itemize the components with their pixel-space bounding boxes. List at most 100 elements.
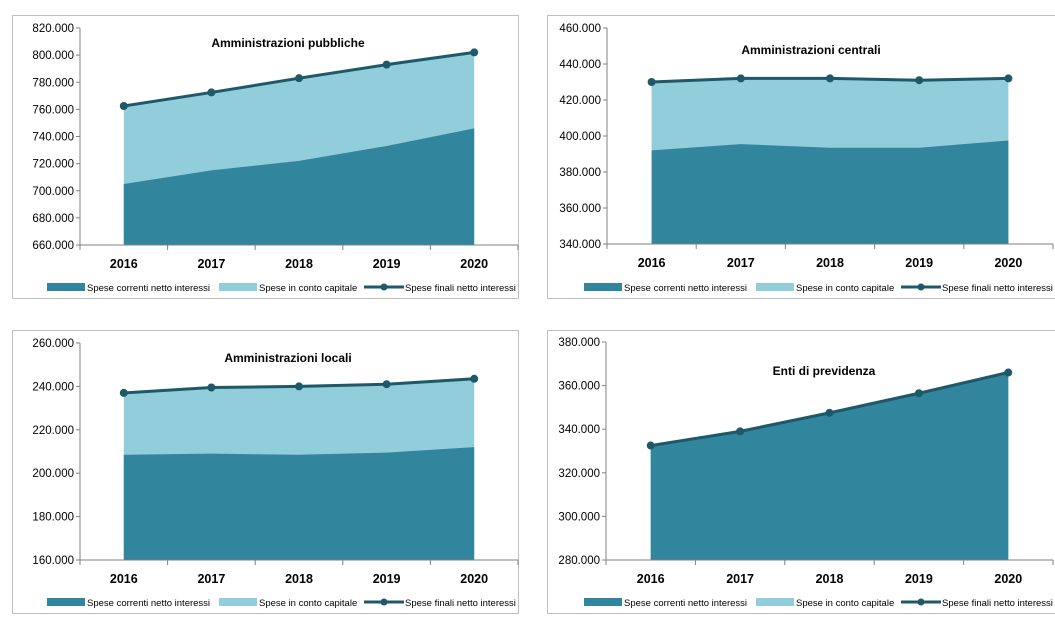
marker-spese-finali-netto-interessi (648, 78, 656, 86)
marker-spese-finali-netto-interessi (647, 442, 655, 450)
y-tick-label: 240.000 (32, 381, 74, 393)
x-tick-label: 2016 (110, 257, 138, 271)
x-tick-label: 2018 (285, 257, 313, 271)
chart-panel-amministrazioni-centrali: 340.000 360.000 380.000 400.000 420.000 440.0… (547, 15, 1055, 299)
x-tick-label: 2019 (373, 257, 401, 271)
legend-swatch-capitale (756, 598, 794, 606)
y-tick-label: 160.000 (32, 555, 74, 567)
chart-title: Amministrazioni pubbliche (211, 36, 365, 50)
marker-spese-finali-netto-interessi (1004, 74, 1012, 82)
y-tick-label: 780.000 (32, 77, 74, 89)
y-tick-label: 360.000 (558, 381, 600, 393)
legend-label-correnti: Spese correnti netto interessi (87, 598, 210, 609)
marker-spese-finali-netto-interessi (915, 389, 923, 397)
marker-spese-finali-netto-interessi (470, 375, 478, 383)
legend-swatch-capitale (219, 283, 257, 291)
marker-spese-finali-netto-interessi (826, 74, 834, 82)
x-tick-label: 2018 (816, 572, 844, 586)
x-tick-label: 2020 (460, 572, 488, 586)
y-tick-label: 300.000 (558, 511, 600, 523)
legend-swatch-correnti (584, 283, 622, 291)
y-tick-label: 680.000 (32, 213, 74, 225)
legend-swatch-correnti (47, 283, 85, 291)
legend-marker-finali (918, 284, 925, 291)
chart-panel-enti-di-previdenza: 280.000 300.000 320.000 340.000 360.000 380.0… (547, 330, 1055, 614)
x-tick-label: 2019 (373, 572, 401, 586)
y-tick-label: 320.000 (558, 468, 600, 480)
legend-label-finali: Spese finali netto interessi (942, 283, 1053, 294)
x-tick-label: 2017 (727, 256, 755, 270)
chart-svg: 280.000 300.000 320.000 340.000 360.000 380.0… (548, 331, 1055, 615)
area-spese-correnti-netto-interessi (651, 373, 1009, 560)
x-tick-label: 2020 (994, 572, 1022, 586)
area-spese-correnti-netto-interessi (652, 141, 1009, 245)
y-tick-label: 660.000 (32, 240, 74, 252)
marker-spese-finali-netto-interessi (207, 383, 215, 391)
legend-label-capitale: Spese in conto capitale (259, 598, 357, 609)
y-tick-label: 800.000 (32, 50, 74, 62)
legend-label-capitale: Spese in conto capitale (796, 598, 894, 609)
marker-spese-finali-netto-interessi (207, 88, 215, 96)
chart-svg: 660.000 680.000 700.000 720.000 740.000 760.0… (13, 16, 520, 300)
area-spese-correnti-netto-interessi (124, 447, 474, 560)
legend-label-capitale: Spese in conto capitale (259, 283, 357, 294)
y-tick-label: 380.000 (558, 337, 600, 349)
y-tick-label: 740.000 (32, 132, 74, 144)
marker-spese-finali-netto-interessi (383, 380, 391, 388)
legend-label-correnti: Spese correnti netto interessi (87, 283, 210, 294)
y-tick-label: 820.000 (32, 23, 74, 35)
x-tick-label: 2017 (726, 572, 754, 586)
chart-svg: 160.000 180.000 200.000 220.000 240.000 260.0… (13, 331, 520, 615)
marker-spese-finali-netto-interessi (295, 74, 303, 82)
y-tick-label: 400.000 (559, 131, 601, 143)
x-tick-label: 2018 (816, 256, 844, 270)
legend-swatch-correnti (584, 598, 622, 606)
legend: Spese correnti netto interessi Spese in c… (584, 598, 1053, 609)
y-tick-label: 340.000 (559, 239, 601, 251)
marker-spese-finali-netto-interessi (295, 382, 303, 390)
legend-swatch-capitale (219, 598, 257, 606)
x-tick-label: 2016 (637, 572, 665, 586)
legend-swatch-correnti (47, 598, 85, 606)
legend-label-correnti: Spese correnti netto interessi (624, 598, 747, 609)
x-tick-label: 2016 (638, 256, 666, 270)
marker-spese-finali-netto-interessi (826, 409, 834, 417)
legend: Spese correnti netto interessi Spese in c… (47, 283, 516, 294)
legend-marker-finali (381, 599, 388, 606)
marker-spese-finali-netto-interessi (470, 48, 478, 56)
legend-label-capitale: Spese in conto capitale (796, 283, 894, 294)
x-tick-label: 2020 (460, 257, 488, 271)
x-tick-label: 2016 (110, 572, 138, 586)
marker-spese-finali-netto-interessi (915, 76, 923, 84)
legend-label-finali: Spese finali netto interessi (405, 598, 516, 609)
marker-spese-finali-netto-interessi (737, 74, 745, 82)
y-tick-label: 760.000 (32, 104, 74, 116)
x-tick-label: 2017 (197, 257, 225, 271)
legend-label-correnti: Spese correnti netto interessi (624, 283, 747, 294)
y-tick-label: 260.000 (32, 338, 74, 350)
legend-label-finali: Spese finali netto interessi (942, 598, 1053, 609)
marker-spese-finali-netto-interessi (120, 389, 128, 397)
legend: Spese correnti netto interessi Spese in c… (47, 598, 516, 609)
x-tick-label: 2019 (905, 256, 933, 270)
legend-label-finali: Spese finali netto interessi (405, 283, 516, 294)
legend-marker-finali (381, 284, 388, 291)
legend: Spese correnti netto interessi Spese in c… (584, 283, 1053, 294)
y-tick-label: 220.000 (32, 425, 74, 437)
chart-title: Amministrazioni centrali (741, 43, 880, 57)
chart-panel-amministrazioni-pubbliche: 660.000 680.000 700.000 720.000 740.000 760.0… (12, 15, 519, 299)
y-tick-label: 360.000 (559, 203, 601, 215)
chart-title: Amministrazioni locali (224, 351, 351, 365)
marker-spese-finali-netto-interessi (1004, 369, 1012, 377)
y-tick-label: 420.000 (559, 95, 601, 107)
y-tick-label: 440.000 (559, 59, 601, 71)
y-tick-label: 700.000 (32, 186, 74, 198)
marker-spese-finali-netto-interessi (736, 427, 744, 435)
x-tick-label: 2017 (197, 572, 225, 586)
legend-marker-finali (918, 599, 925, 606)
marker-spese-finali-netto-interessi (120, 102, 128, 110)
marker-spese-finali-netto-interessi (383, 61, 391, 69)
x-tick-label: 2020 (994, 256, 1022, 270)
x-tick-label: 2018 (285, 572, 313, 586)
y-tick-label: 340.000 (558, 424, 600, 436)
